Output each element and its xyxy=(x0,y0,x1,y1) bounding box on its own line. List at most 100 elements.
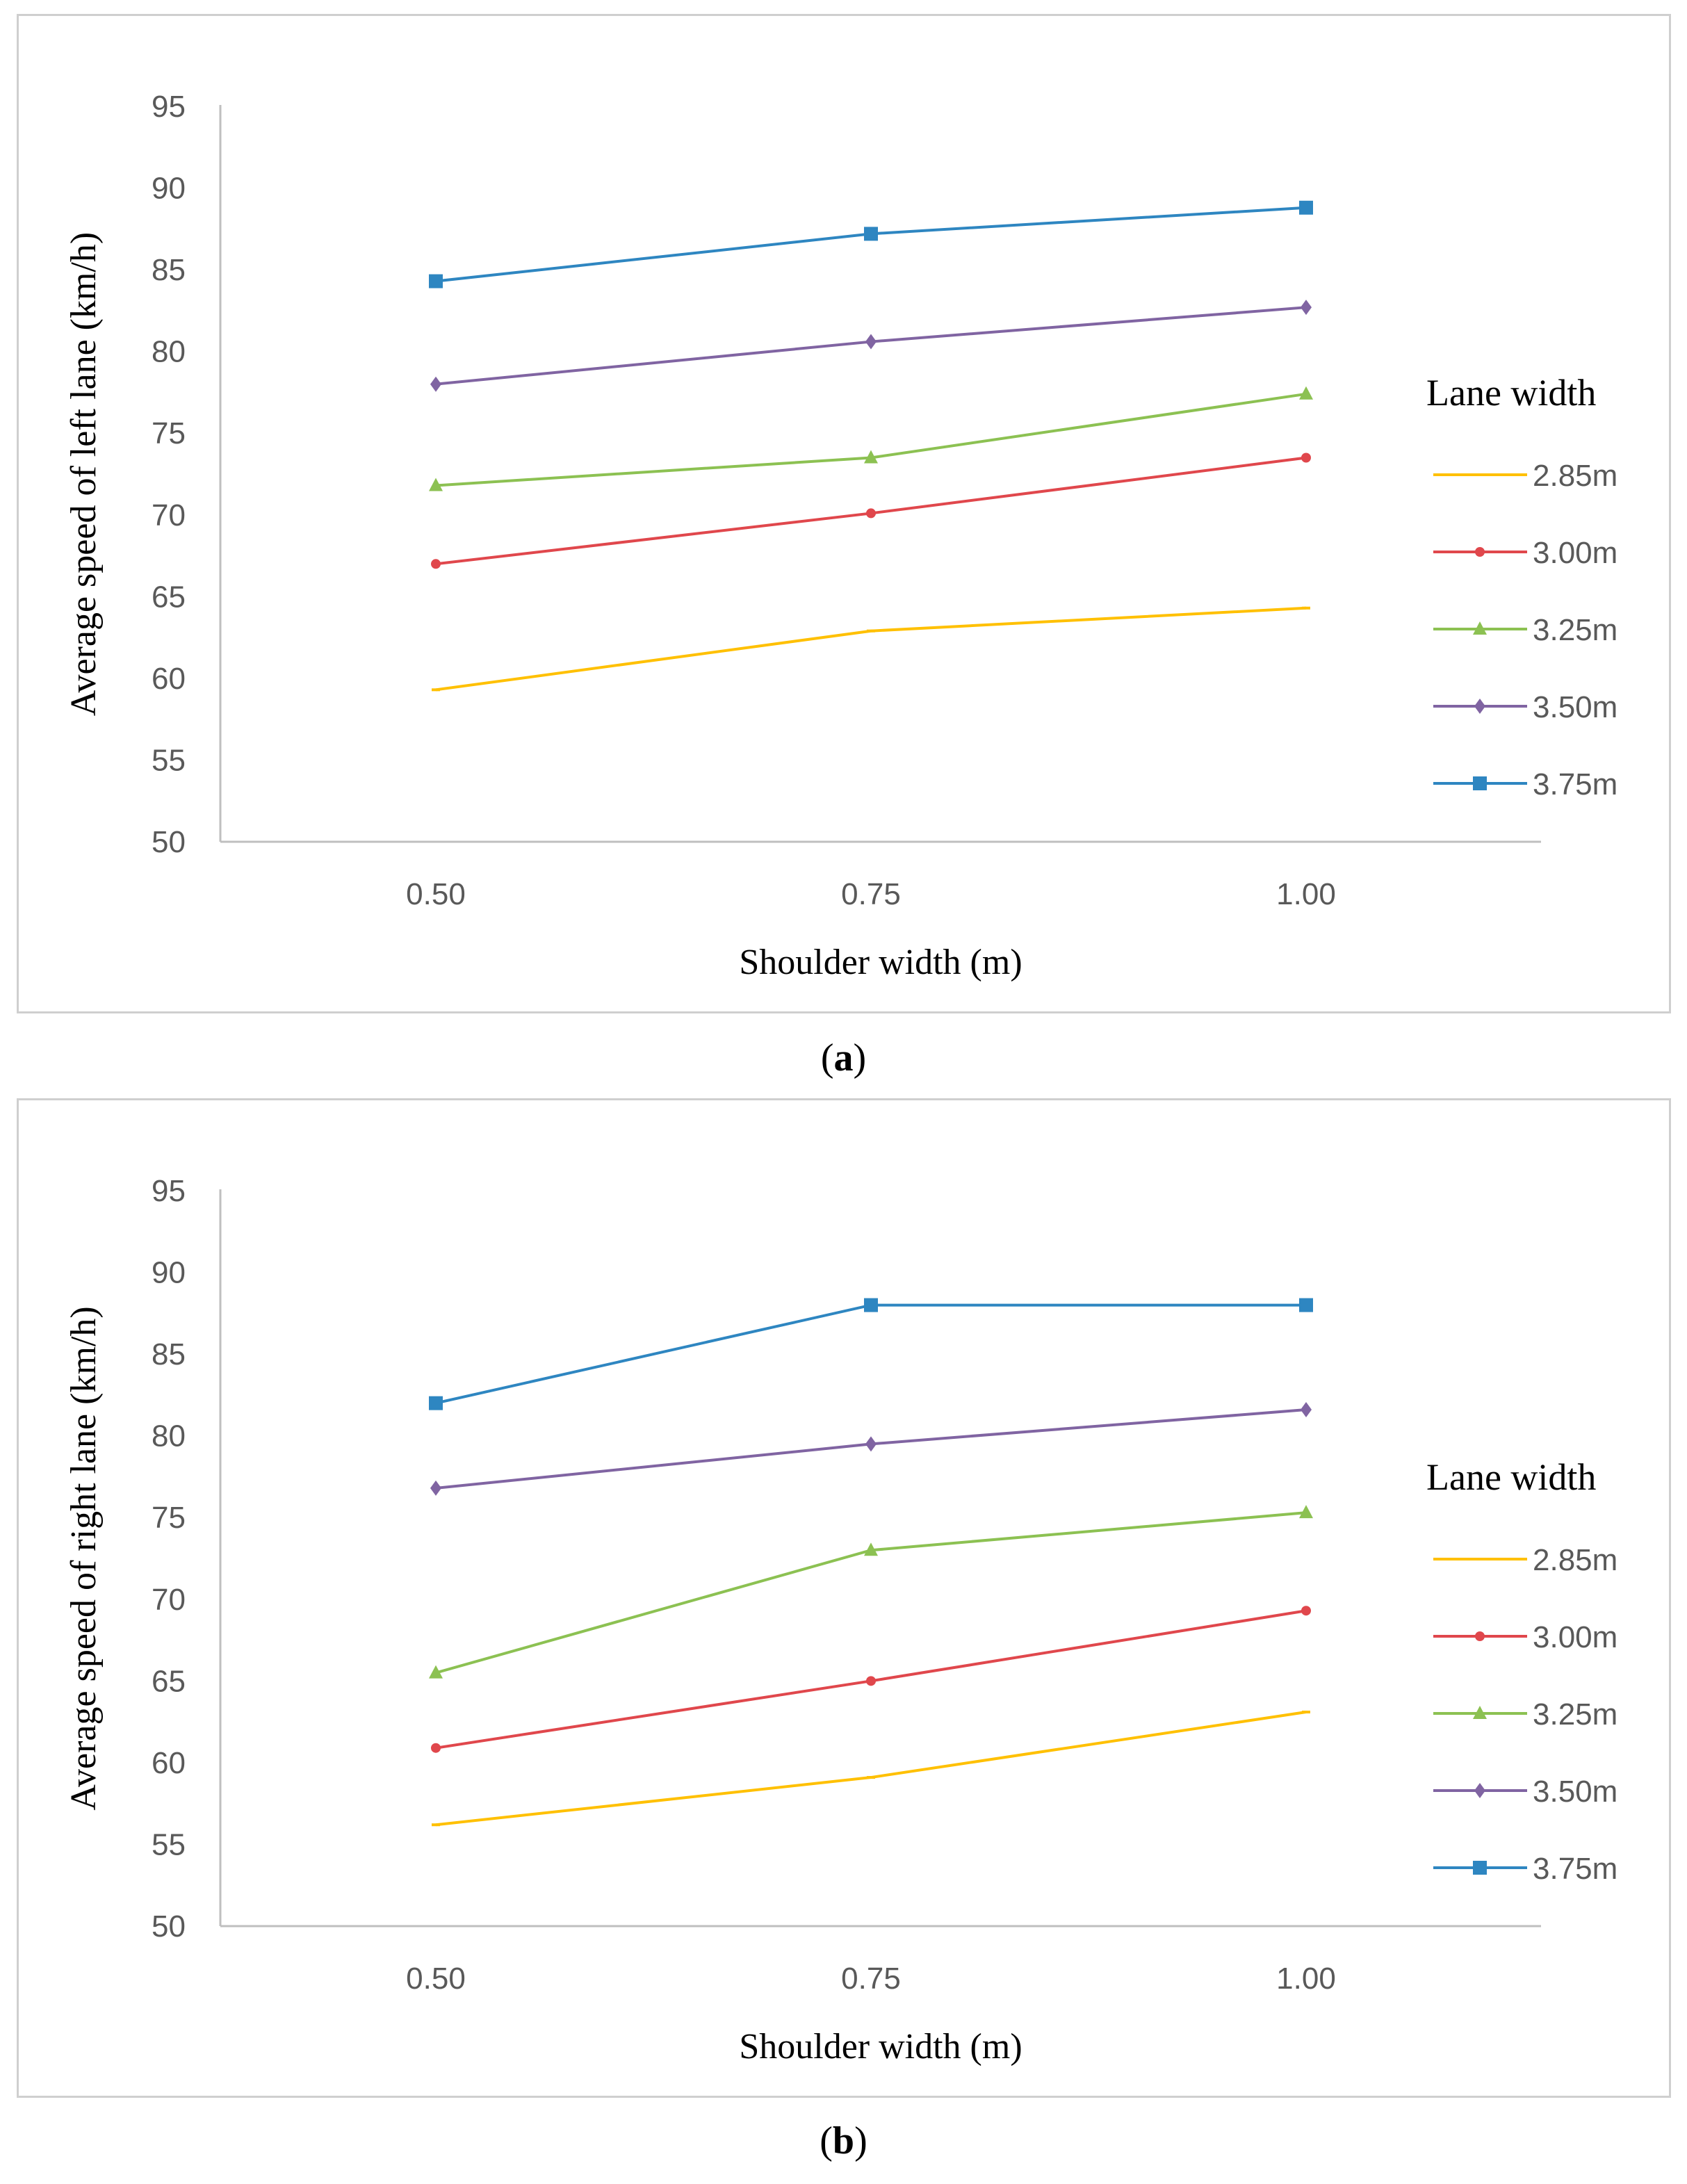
series-line xyxy=(435,1511,1307,1674)
panel-label-b: (b) xyxy=(820,2119,867,2162)
series-line xyxy=(435,606,1307,692)
line-chart-b: 50 55 60 65 70 75 80 85 90 95 0.50 0.75 1.00 Shoulder… xyxy=(64,1174,1617,2067)
y-tick-label: 55 xyxy=(152,1827,186,1861)
legend-item: 3.25m xyxy=(1433,1697,1617,1731)
y-tick-label: 90 xyxy=(152,1256,186,1290)
y-tick-label: 60 xyxy=(152,662,186,696)
series-3.25m xyxy=(429,386,1313,491)
series-line xyxy=(435,392,1307,487)
series-3.00m xyxy=(431,1606,1311,1753)
legend-marker xyxy=(1473,1706,1487,1719)
legend-item: 3.00m xyxy=(1433,1620,1617,1654)
x-tick-label: 0.75 xyxy=(841,1962,901,1996)
y-axis-title: Average speed of right lane (km/h) xyxy=(64,1306,104,1810)
chart-panel-a: 50 55 60 65 70 75 80 85 90 95 0.50 0.75 1.00 Shoulder… xyxy=(17,14,1671,1013)
legend-item: 2.85m xyxy=(1433,459,1617,493)
x-tick-label: 0.50 xyxy=(406,877,466,911)
x-axis-title: Shoulder width (m) xyxy=(739,2027,1022,2067)
legend-label: 2.85m xyxy=(1533,1543,1617,1577)
data-point xyxy=(430,1480,441,1496)
data-point xyxy=(432,688,440,692)
y-tick-label: 95 xyxy=(152,1174,186,1208)
legend-label: 2.85m xyxy=(1533,459,1617,493)
data-point xyxy=(1299,386,1313,400)
data-point xyxy=(431,559,441,569)
data-point xyxy=(864,450,878,464)
x-tick-label: 1.00 xyxy=(1276,1962,1336,1996)
legend-label: 3.75m xyxy=(1533,1852,1617,1886)
legend-item: 3.50m xyxy=(1433,1775,1617,1809)
data-point xyxy=(1302,1711,1310,1714)
chart-panel-b: 50 55 60 65 70 75 80 85 90 95 0.50 0.75 1.00 Shoulder… xyxy=(17,1098,1671,2098)
y-tick-label: 60 xyxy=(152,1746,186,1780)
data-point xyxy=(429,1665,443,1679)
legend-marker xyxy=(1473,776,1487,790)
data-point xyxy=(429,274,443,288)
y-tick-label: 90 xyxy=(152,172,186,206)
legend-item: 3.75m xyxy=(1433,1852,1617,1886)
data-point xyxy=(1299,1505,1313,1519)
series-3.25m xyxy=(429,1505,1313,1679)
y-tick-label: 85 xyxy=(152,1337,186,1371)
data-point xyxy=(864,1298,878,1312)
x-tick-label: 0.75 xyxy=(841,877,901,911)
data-point xyxy=(429,1396,443,1410)
data-point xyxy=(1299,1298,1313,1312)
legend-title: Lane width xyxy=(1426,372,1596,414)
data-point xyxy=(431,1743,441,1753)
y-tick-label: 55 xyxy=(152,743,186,777)
y-tick-label: 95 xyxy=(152,90,186,124)
legend-label: 3.00m xyxy=(1533,1620,1617,1654)
data-point xyxy=(1301,453,1311,463)
x-tick-label: 0.50 xyxy=(406,1962,466,1996)
series-3.75m xyxy=(429,200,1313,288)
data-point xyxy=(865,334,877,350)
y-tick-label: 75 xyxy=(152,1501,186,1535)
data-point xyxy=(1301,1606,1311,1616)
legend-label: 3.50m xyxy=(1533,1775,1617,1809)
data-point xyxy=(1301,1402,1312,1418)
series-2.85m xyxy=(432,606,1310,692)
y-tick-label: 85 xyxy=(152,253,186,287)
data-point xyxy=(866,1676,876,1686)
legend-marker xyxy=(1475,1631,1485,1641)
data-point xyxy=(866,508,876,519)
y-tick-label: 50 xyxy=(152,1909,186,1943)
legend-item: 3.00m xyxy=(1433,536,1617,570)
data-point xyxy=(864,227,878,241)
legend-marker xyxy=(1474,1783,1485,1798)
y-tick-label: 75 xyxy=(152,416,186,450)
legend-label: 3.25m xyxy=(1533,1697,1617,1731)
legend-item: 3.50m xyxy=(1433,690,1617,724)
series-2.85m xyxy=(432,1711,1310,1827)
y-axis-title: Average speed of left lane (km/h) xyxy=(64,232,104,716)
y-tick-label: 80 xyxy=(152,1419,186,1453)
legend-item: 3.75m xyxy=(1433,767,1617,801)
y-tick-label: 65 xyxy=(152,580,186,614)
panel-label-a: (a) xyxy=(820,1036,867,1079)
legend-label: 3.75m xyxy=(1533,767,1617,801)
y-tick-label: 70 xyxy=(152,498,186,532)
legend-marker xyxy=(1475,547,1485,557)
legend-item: 2.85m xyxy=(1433,1543,1617,1577)
series-3.50m xyxy=(430,1402,1312,1496)
series-3.75m xyxy=(429,1298,1313,1410)
y-tick-label: 70 xyxy=(152,1583,186,1617)
y-tick-label: 50 xyxy=(152,825,186,859)
data-point xyxy=(1302,606,1310,610)
data-point xyxy=(430,376,441,392)
data-point xyxy=(1299,200,1313,215)
data-point xyxy=(867,629,875,633)
legend-marker xyxy=(1473,1861,1487,1875)
legend-label: 3.25m xyxy=(1533,613,1617,647)
series-line xyxy=(435,206,1307,283)
data-point xyxy=(864,1542,878,1556)
x-axis-title: Shoulder width (m) xyxy=(739,943,1022,982)
legend-label: 3.00m xyxy=(1533,536,1617,570)
legend-item: 3.25m xyxy=(1433,613,1617,647)
data-point xyxy=(432,1823,440,1827)
series-3.00m xyxy=(431,453,1311,569)
legend-marker xyxy=(1476,1558,1484,1560)
legend-title: Lane width xyxy=(1426,1456,1596,1498)
data-point xyxy=(865,1436,877,1452)
